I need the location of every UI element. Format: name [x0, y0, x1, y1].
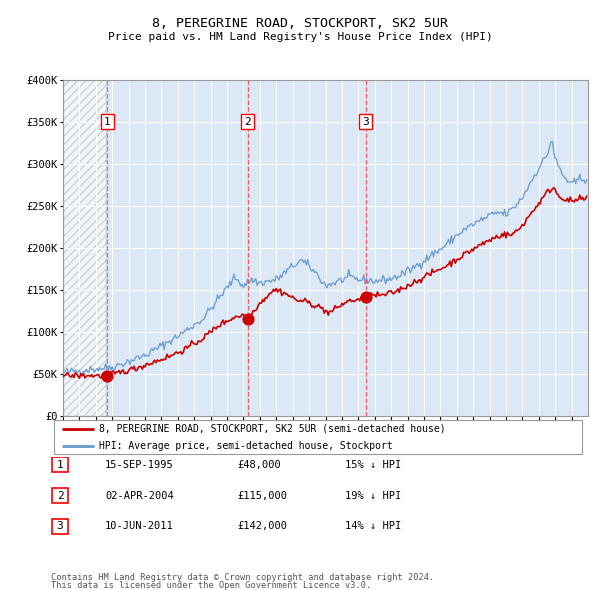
Text: Price paid vs. HM Land Registry's House Price Index (HPI): Price paid vs. HM Land Registry's House …: [107, 32, 493, 41]
Point: [243, 314, 253, 324]
Text: 3: 3: [56, 522, 64, 531]
Text: 15-SEP-1995: 15-SEP-1995: [105, 460, 174, 470]
Text: 2: 2: [56, 491, 64, 500]
Text: This data is licensed under the Open Government Licence v3.0.: This data is licensed under the Open Gov…: [51, 581, 371, 590]
Text: 8, PEREGRINE ROAD, STOCKPORT, SK2 5UR (semi-detached house): 8, PEREGRINE ROAD, STOCKPORT, SK2 5UR (s…: [99, 424, 446, 434]
Point: [103, 371, 112, 381]
Text: £115,000: £115,000: [237, 491, 287, 500]
Text: 19% ↓ HPI: 19% ↓ HPI: [345, 491, 401, 500]
Text: £142,000: £142,000: [237, 522, 287, 531]
Text: Contains HM Land Registry data © Crown copyright and database right 2024.: Contains HM Land Registry data © Crown c…: [51, 572, 434, 582]
FancyBboxPatch shape: [52, 457, 68, 473]
Text: HPI: Average price, semi-detached house, Stockport: HPI: Average price, semi-detached house,…: [99, 441, 392, 451]
Text: 2: 2: [244, 117, 251, 127]
Text: 1: 1: [104, 117, 111, 127]
Text: 02-APR-2004: 02-APR-2004: [105, 491, 174, 500]
Text: 1: 1: [56, 460, 64, 470]
Bar: [63, 80, 106, 416]
Text: 3: 3: [362, 117, 369, 127]
FancyBboxPatch shape: [52, 488, 68, 503]
Text: 8, PEREGRINE ROAD, STOCKPORT, SK2 5UR: 8, PEREGRINE ROAD, STOCKPORT, SK2 5UR: [152, 17, 448, 30]
FancyBboxPatch shape: [54, 420, 582, 454]
FancyBboxPatch shape: [52, 519, 68, 534]
Text: £48,000: £48,000: [237, 460, 281, 470]
Text: 10-JUN-2011: 10-JUN-2011: [105, 522, 174, 531]
Text: 15% ↓ HPI: 15% ↓ HPI: [345, 460, 401, 470]
Text: 14% ↓ HPI: 14% ↓ HPI: [345, 522, 401, 531]
Point: [361, 292, 370, 301]
